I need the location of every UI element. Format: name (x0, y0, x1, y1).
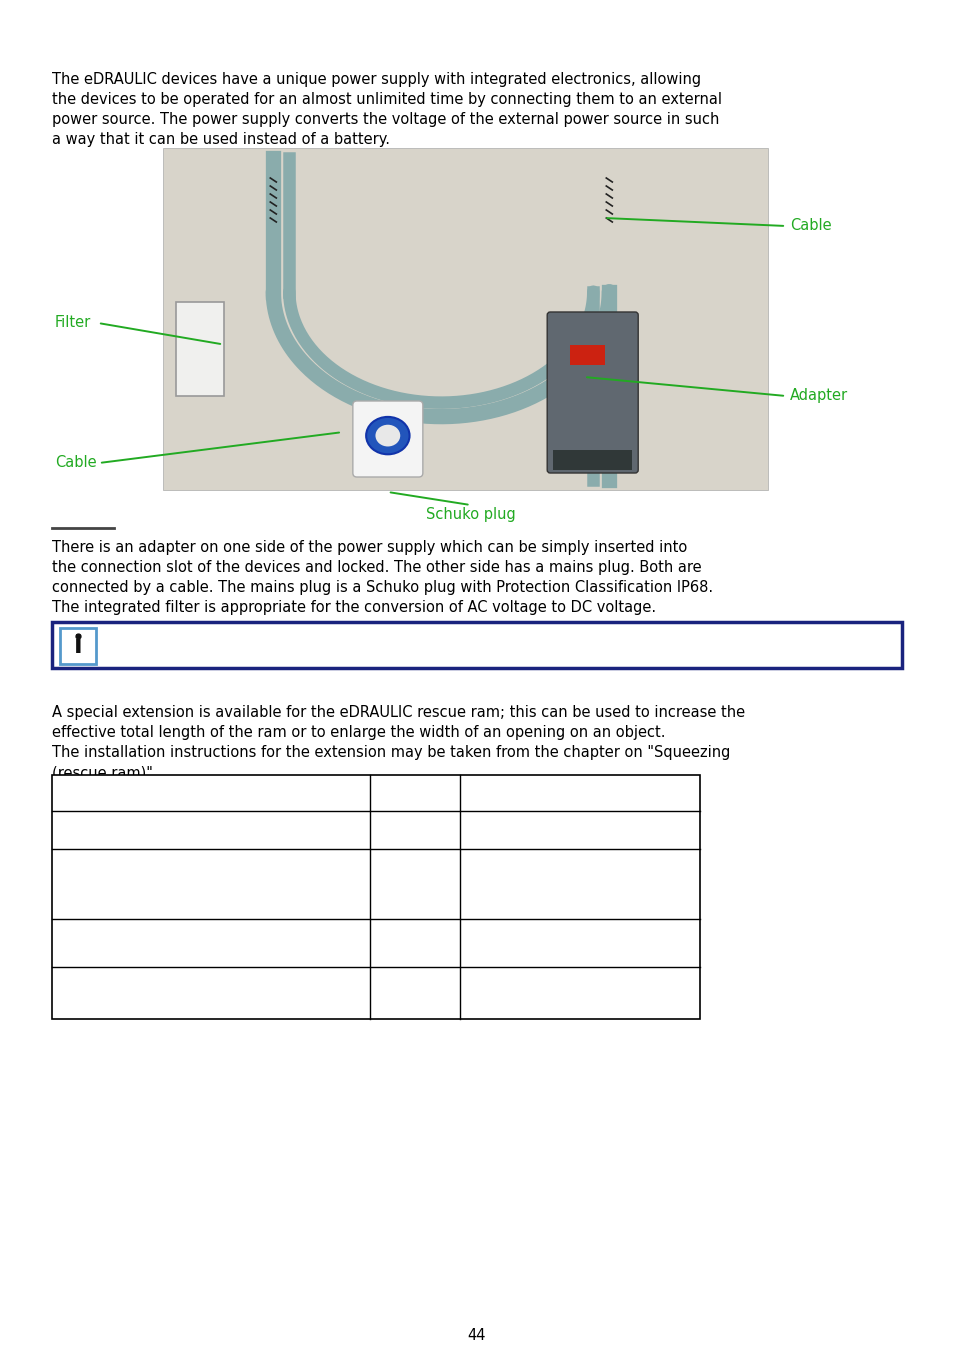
Text: 44: 44 (467, 1328, 486, 1343)
Text: i: i (73, 634, 82, 658)
Text: The installation instructions for the extension may be taken from the chapter on: The installation instructions for the ex… (52, 745, 730, 760)
Text: power source. The power supply converts the voltage of the external power source: power source. The power supply converts … (52, 112, 719, 127)
FancyBboxPatch shape (547, 311, 638, 473)
Text: Schuko plug: Schuko plug (425, 506, 515, 523)
Text: the connection slot of the devices and locked. The other side has a mains plug. : the connection slot of the devices and l… (52, 561, 700, 575)
Text: Pay strict attention to the separate operating instructions for the power supply: Pay strict attention to the separate ope… (106, 646, 688, 661)
Bar (52, 774, 700, 1020)
Text: [mm]: [mm] (395, 867, 435, 881)
Bar (553, 450, 632, 470)
Text: 174081000: 174081000 (537, 823, 621, 838)
Bar (60, 628, 96, 663)
Text: connected by a cable. The mains plug is a Schuko plug with Protection Classifica: connected by a cable. The mains plug is … (52, 580, 713, 594)
Text: Filter: Filter (55, 315, 91, 330)
Text: 4.2: 4.2 (568, 986, 591, 1001)
Text: L x W x H: L x W x H (62, 907, 131, 922)
Bar (570, 345, 604, 366)
FancyBboxPatch shape (353, 401, 422, 477)
Text: 300: 300 (565, 936, 594, 951)
Text: effective total length of the ram or to enlarge the width of an opening on an ob: effective total length of the ram or to … (52, 724, 665, 741)
Ellipse shape (375, 425, 400, 447)
Text: There is an adapter on one side of the power supply which can be simply inserted: There is an adapter on one side of the p… (52, 540, 686, 555)
Text: [mm]: [mm] (395, 936, 435, 951)
FancyBboxPatch shape (175, 302, 224, 395)
Text: [kg]: [kg] (400, 986, 429, 1001)
Bar (163, 148, 767, 490)
Text: A special extension is available for the eDRAULIC rescue ram; this can be used t: A special extension is available for the… (52, 705, 744, 720)
Text: 360 x 55 x 55: 360 x 55 x 55 (529, 867, 630, 881)
Text: Cable: Cable (789, 218, 831, 233)
Text: The eDRAULIC devices have a unique power supply with integrated electronics, all: The eDRAULIC devices have a unique power… (52, 72, 700, 87)
Text: Cable: Cable (55, 455, 96, 470)
Text: a way that it can be used instead of a battery.: a way that it can be used instead of a b… (52, 131, 390, 148)
Bar (52, 621, 901, 668)
Ellipse shape (366, 417, 409, 455)
Text: (rescue ram)".: (rescue ram)". (52, 765, 157, 780)
Text: The integrated filter is appropriate for the conversion of AC voltage to DC volt: The integrated filter is appropriate for… (52, 600, 656, 615)
Text: Adapter: Adapter (789, 389, 847, 403)
Text: the devices to be operated for an almost unlimited time by connecting them to an: the devices to be operated for an almost… (52, 92, 721, 107)
